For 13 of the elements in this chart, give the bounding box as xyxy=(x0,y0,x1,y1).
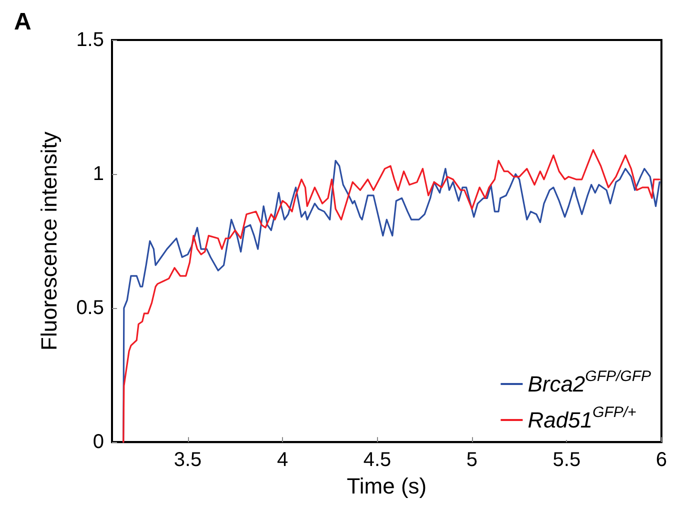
x-tick-label: 6 xyxy=(656,449,667,472)
x-tick-label: 3.5 xyxy=(174,449,202,472)
x-tick-label: 5.5 xyxy=(552,449,581,472)
y-tick-label: 0.5 xyxy=(76,297,104,320)
x-axis-title: Time (s) xyxy=(346,474,427,498)
y-axis-title: Fluorescence intensity xyxy=(36,132,62,350)
text: A xyxy=(14,8,32,36)
x-tick-label: 4.5 xyxy=(363,449,392,472)
y-tick-label: 1.5 xyxy=(76,29,104,51)
x-tick-label: 4 xyxy=(276,449,288,472)
y-tick-label: 0 xyxy=(92,431,104,454)
y-tick-label: 1 xyxy=(92,163,104,186)
x-tick-label: 5 xyxy=(466,449,478,472)
